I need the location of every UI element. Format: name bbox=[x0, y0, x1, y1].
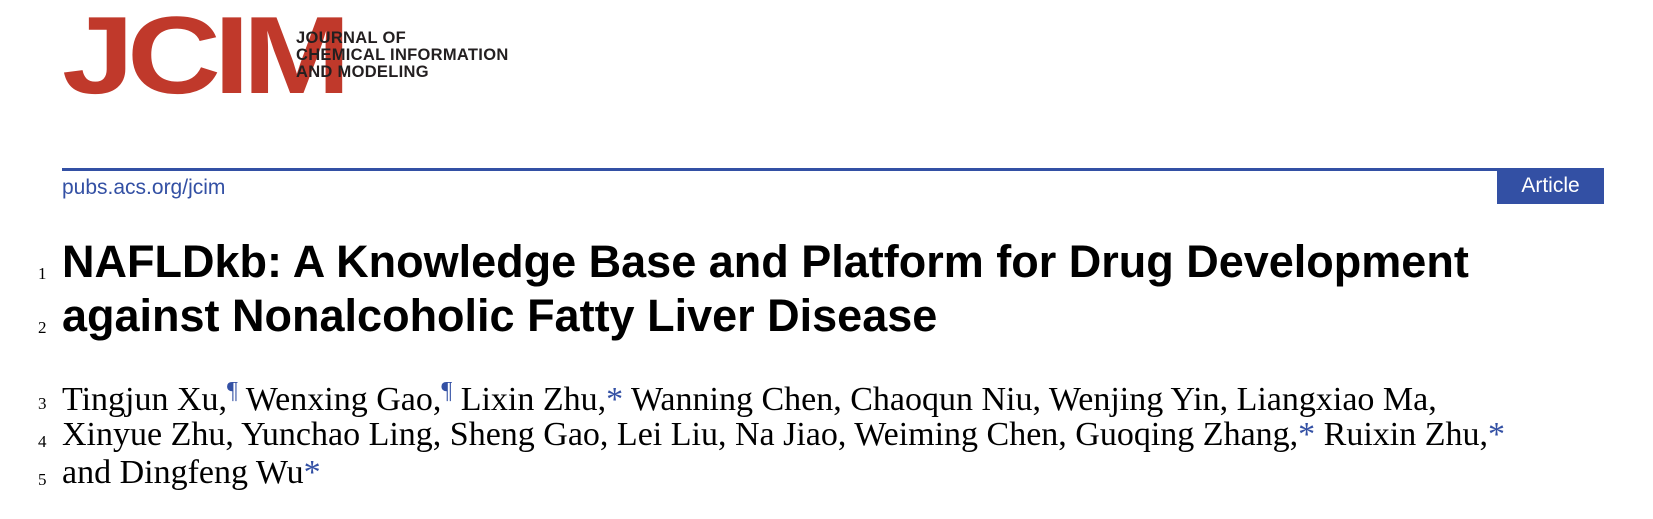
journal-name-line: JOURNAL OF bbox=[296, 29, 406, 47]
author-line-2: Xinyue Zhu, Yunchao Ling, Sheng Gao, Lei… bbox=[62, 416, 1505, 454]
corresponding-author-mark[interactable]: * bbox=[303, 454, 321, 491]
author-line-1: Tingjun Xu,¶ Wenxing Gao,¶ Lixin Zhu,* W… bbox=[62, 378, 1437, 419]
journal-logo: JCIM bbox=[62, 1, 351, 111]
author-name: Wenxing Gao, bbox=[237, 381, 442, 418]
equal-contribution-mark[interactable]: ¶ bbox=[441, 378, 453, 404]
article-title-line-2: against Nonalcoholic Fatty Liver Disease bbox=[62, 290, 938, 341]
author-name: Tingjun Xu, bbox=[62, 381, 228, 418]
corresponding-author-mark[interactable]: * bbox=[606, 381, 624, 418]
corresponding-author-mark[interactable]: * bbox=[1488, 416, 1506, 453]
article-title-line-1: NAFLDkb: A Knowledge Base and Platform f… bbox=[62, 236, 1469, 287]
line-number: 1 bbox=[38, 264, 47, 283]
journal-name-line: CHEMICAL INFORMATION bbox=[296, 46, 509, 64]
equal-contribution-mark[interactable]: ¶ bbox=[227, 378, 238, 404]
journal-name-line: AND MODELING bbox=[296, 63, 429, 81]
author-name: Ruixin Zhu, bbox=[1315, 416, 1489, 453]
corresponding-author-mark[interactable]: * bbox=[1298, 416, 1316, 453]
line-number: 4 bbox=[38, 432, 47, 451]
line-number: 5 bbox=[38, 470, 47, 489]
author-names: Wanning Chen, Chaoqun Niu, Wenjing Yin, … bbox=[623, 381, 1437, 418]
logo-mark: JCIM bbox=[62, 0, 351, 117]
author-name: and Dingfeng Wu bbox=[62, 454, 304, 491]
header-rule bbox=[62, 168, 1604, 171]
author-names: Xinyue Zhu, Yunchao Ling, Sheng Gao, Lei… bbox=[62, 416, 1299, 453]
journal-name: JOURNAL OF CHEMICAL INFORMATION AND MODE… bbox=[296, 30, 509, 81]
journal-url-link[interactable]: pubs.acs.org/jcim bbox=[62, 176, 226, 199]
author-name: Lixin Zhu, bbox=[452, 381, 607, 418]
line-number: 2 bbox=[38, 318, 47, 337]
line-number: 3 bbox=[38, 394, 47, 413]
article-type-badge: Article bbox=[1497, 168, 1604, 204]
author-line-3: and Dingfeng Wu* bbox=[62, 454, 321, 492]
